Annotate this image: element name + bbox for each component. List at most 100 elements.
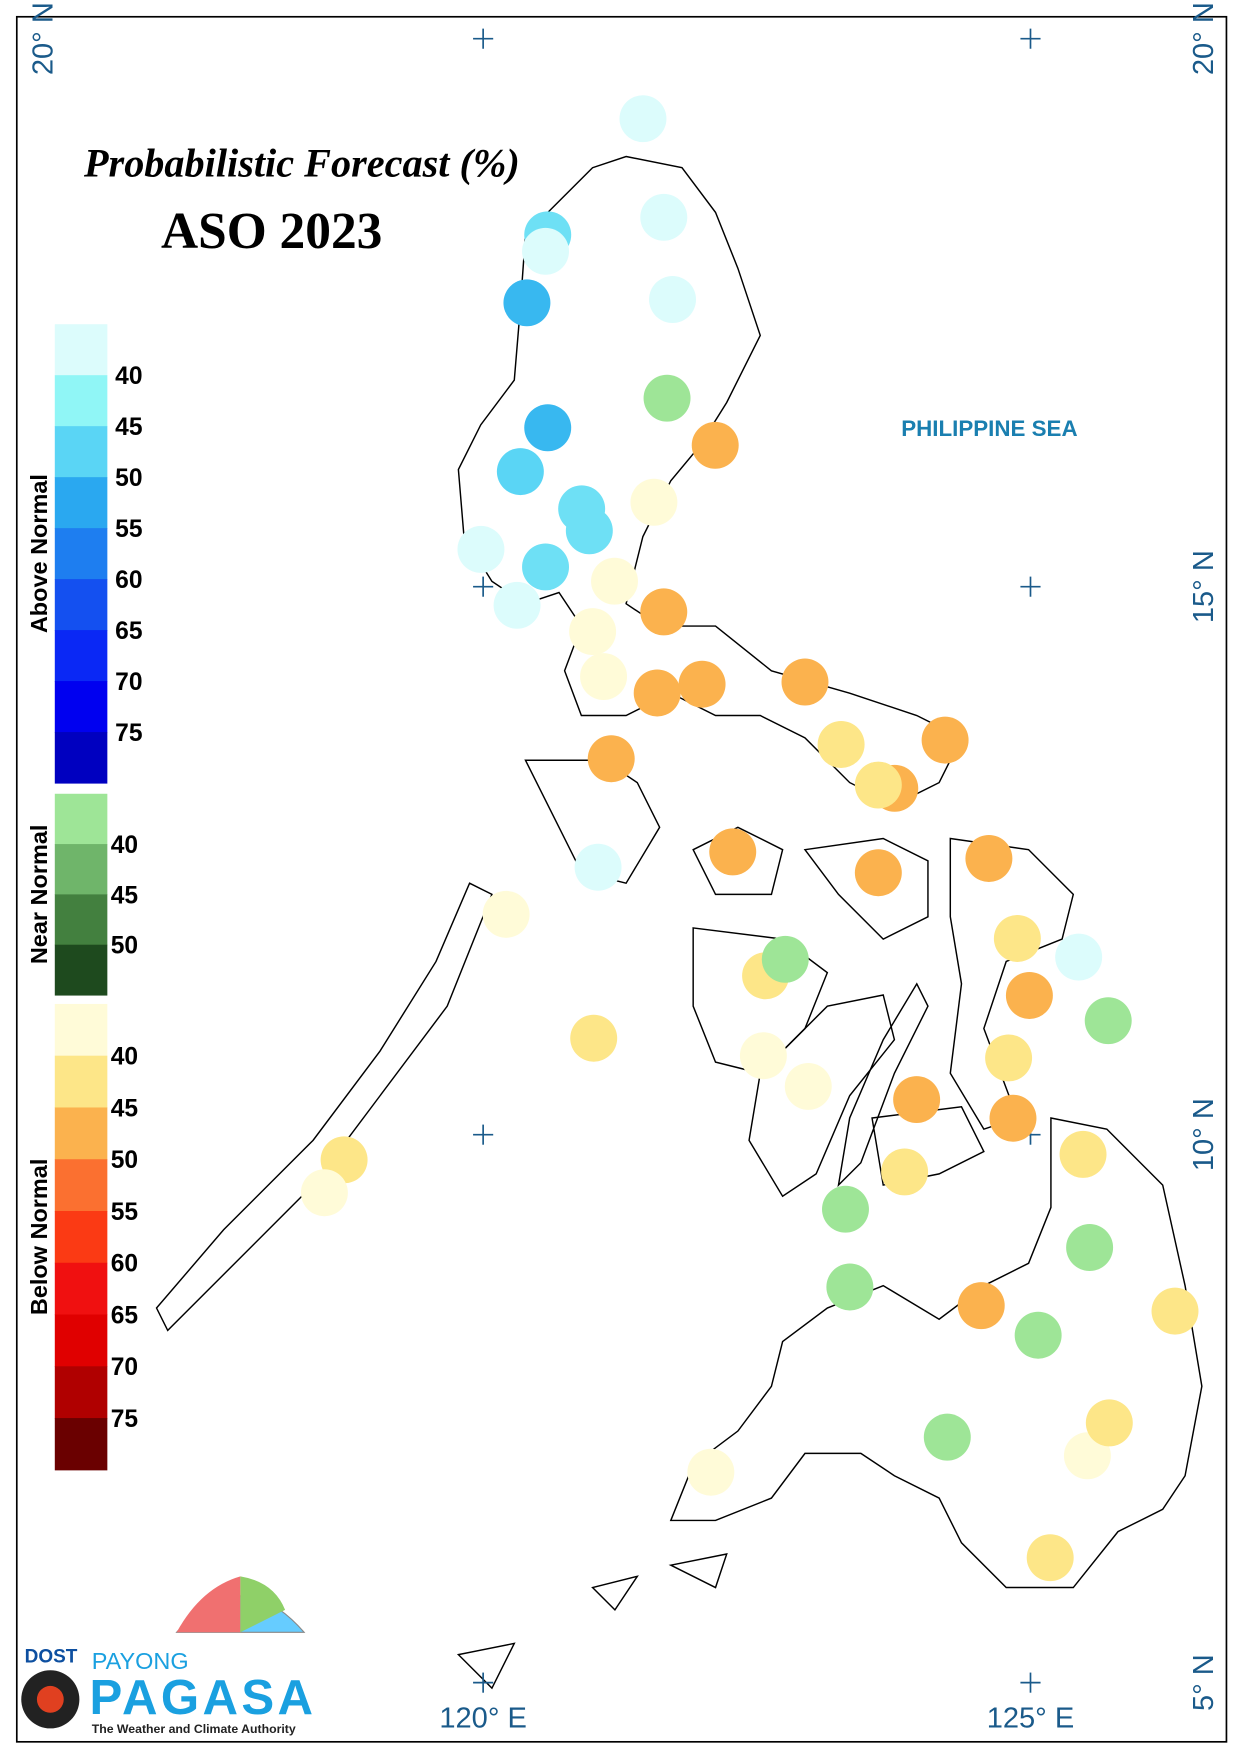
station <box>591 557 638 605</box>
legend-swatch <box>54 944 108 996</box>
station <box>739 1032 787 1080</box>
legend-swatch <box>54 579 108 631</box>
legend-label: 40 <box>111 1044 138 1071</box>
umbrella-panel <box>240 1576 286 1633</box>
legend-label: 45 <box>111 1095 138 1122</box>
station <box>893 1076 941 1124</box>
station <box>761 935 809 983</box>
lat-tick-label: 20° N <box>28 2 60 75</box>
legend-swatch <box>54 1418 108 1471</box>
legend-label: 55 <box>115 516 142 543</box>
legend-swatch <box>54 1003 108 1057</box>
station <box>569 608 617 656</box>
station <box>678 660 726 708</box>
lon-tick-label: 120° E <box>439 1702 527 1734</box>
station <box>630 478 678 526</box>
legend-label: 50 <box>111 933 138 960</box>
station <box>781 658 829 706</box>
lat-tick-label: 5° N <box>1188 1654 1220 1711</box>
legend-swatch <box>54 324 108 376</box>
legend-group-name: Below Normal <box>26 1159 52 1316</box>
legend-label: 65 <box>111 1302 138 1329</box>
legend-swatch <box>54 1262 108 1316</box>
legend-swatch <box>54 528 108 580</box>
legend-label: 40 <box>111 832 138 859</box>
legend-label: 40 <box>115 363 142 390</box>
legend-label: 45 <box>115 414 142 441</box>
station <box>619 95 667 143</box>
station <box>580 653 628 701</box>
station <box>524 404 572 452</box>
station <box>1014 1311 1062 1359</box>
station <box>493 581 541 629</box>
station <box>522 227 570 275</box>
station <box>1059 1130 1107 1178</box>
station <box>1151 1287 1199 1335</box>
legend-label: 75 <box>115 720 142 747</box>
lat-tick-label: 10° N <box>1188 1098 1220 1171</box>
logo-brand: PAGASA <box>89 1670 316 1725</box>
logo-agency: DOST <box>25 1646 78 1667</box>
station <box>640 588 688 636</box>
logo-brand-top: PAYONG <box>92 1648 189 1674</box>
legend-swatch <box>54 1055 108 1109</box>
legend-label: 60 <box>115 567 142 594</box>
station <box>687 1448 735 1496</box>
station <box>854 761 902 809</box>
station <box>649 276 696 324</box>
station <box>457 525 505 573</box>
legend-label: 55 <box>111 1199 138 1226</box>
legend-swatch <box>54 1366 108 1419</box>
station <box>1085 1399 1133 1447</box>
station <box>574 843 622 891</box>
legend-swatch <box>54 375 108 427</box>
legend-label: 50 <box>115 465 142 492</box>
station <box>993 914 1041 962</box>
legend-label: 70 <box>115 669 142 696</box>
lat-tick-label: 15° N <box>1188 550 1220 623</box>
legend-swatch <box>54 1159 108 1212</box>
legend-label: 60 <box>111 1251 138 1278</box>
station <box>570 1014 618 1062</box>
station <box>503 279 551 327</box>
station <box>965 834 1013 882</box>
station <box>1026 1534 1074 1582</box>
umbrella-panel <box>176 1576 241 1633</box>
logo-tagline: The Weather and Climate Authority <box>92 1722 296 1736</box>
legend-swatch <box>54 844 108 895</box>
legend-swatch <box>54 793 108 845</box>
station <box>957 1282 1005 1330</box>
sea-label: PHILIPPINE SEA <box>901 416 1077 441</box>
legend-swatch <box>54 1211 108 1264</box>
frame <box>15 15 1228 1743</box>
dost-seal-center <box>36 1685 64 1713</box>
station <box>826 1263 874 1311</box>
station <box>640 193 688 241</box>
legend-swatch <box>54 426 108 478</box>
legend-swatch <box>54 630 108 682</box>
legend-group-name: Above Normal <box>26 474 52 633</box>
legend-group-name: Near Normal <box>26 825 52 965</box>
legend-label: 45 <box>111 882 138 909</box>
station <box>881 1148 929 1196</box>
station <box>633 669 681 717</box>
station <box>496 448 544 496</box>
legend-label: 70 <box>111 1354 138 1381</box>
station <box>923 1413 971 1461</box>
station <box>985 1034 1033 1082</box>
logo: DOST PAYONG PAGASA The Weather and Clima… <box>21 1576 316 1736</box>
station <box>691 421 739 469</box>
legend-label: 75 <box>111 1406 138 1433</box>
station <box>709 828 757 876</box>
legend-swatch <box>54 477 108 529</box>
station <box>822 1185 869 1233</box>
lon-tick-label: 125° E <box>987 1702 1075 1734</box>
station <box>522 543 570 591</box>
legend-label: 50 <box>111 1147 138 1174</box>
station <box>784 1062 832 1110</box>
station <box>1055 933 1103 981</box>
legend-swatch <box>54 894 108 946</box>
legend-swatch <box>54 681 108 733</box>
station <box>587 735 635 783</box>
